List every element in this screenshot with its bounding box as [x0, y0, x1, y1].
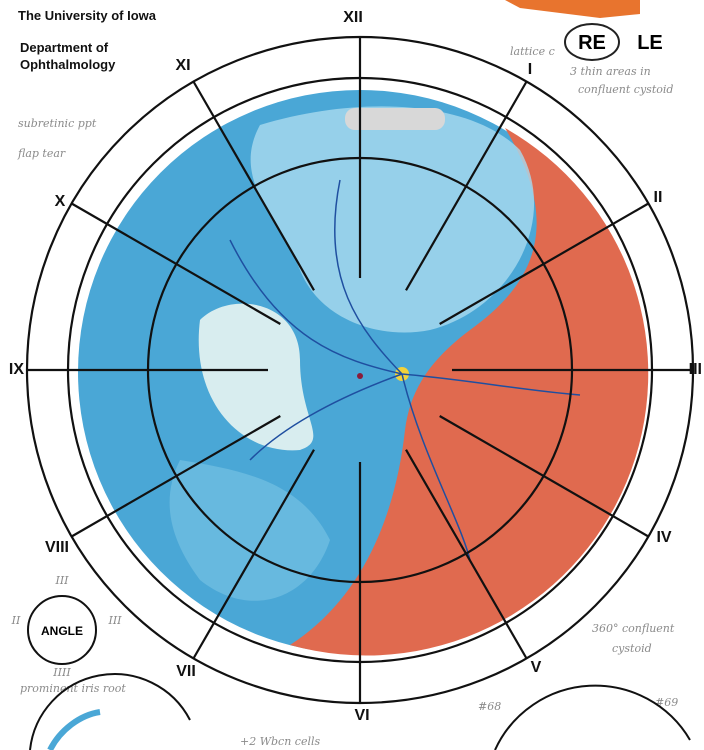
right-eye: RE — [578, 32, 606, 54]
note: prominent iris root — [20, 682, 126, 695]
lens-paint — [47, 709, 101, 750]
detachment — [290, 128, 649, 656]
clock-label: V — [531, 659, 542, 676]
lens-circle — [494, 684, 691, 750]
angle-mark: IIII — [52, 666, 71, 679]
clock-spoke — [405, 449, 528, 659]
note: confluent cystoid — [578, 83, 673, 96]
macula — [357, 373, 363, 379]
lens-circle — [29, 673, 191, 750]
note: 3 thin areas in — [570, 65, 651, 78]
note: subretinic ppt — [18, 117, 97, 130]
clock-label: VIII — [45, 539, 69, 556]
university: The University of Iowa — [18, 8, 157, 23]
clock-label: VI — [354, 707, 369, 724]
clock-label: IV — [656, 529, 671, 546]
angle-mark: III — [107, 614, 122, 627]
clock-label: II — [654, 189, 663, 206]
angle-label: ANGLE — [41, 624, 83, 638]
pale-area — [169, 460, 330, 601]
rings — [25, 35, 695, 705]
clock-spoke — [439, 415, 649, 538]
angle-mark: III — [54, 574, 69, 587]
fundus-painting — [78, 90, 649, 656]
clock-label: XI — [175, 57, 190, 74]
clock-label: XII — [343, 9, 363, 26]
note: lattice c — [510, 45, 555, 58]
clock-label: VII — [176, 663, 196, 680]
clock-spoke — [71, 415, 281, 538]
department: Department of — [20, 40, 109, 55]
clock-spoke — [71, 202, 281, 325]
department: Ophthalmology — [20, 57, 116, 72]
clock-label: III — [689, 361, 702, 378]
clock-spoke — [405, 81, 528, 291]
note: flap tear — [17, 147, 66, 160]
left-eye: LE — [637, 32, 663, 54]
note: #69 — [655, 696, 678, 709]
angle-mark: II — [11, 614, 21, 627]
pale-area — [198, 303, 314, 451]
clock-spoke — [192, 81, 315, 291]
pale-area — [250, 106, 535, 333]
lattice — [345, 108, 445, 130]
angle-circle — [27, 595, 97, 665]
note: 360° confluent — [592, 622, 675, 635]
note: +2 Wbcn cells — [240, 735, 321, 748]
vessels — [229, 179, 581, 561]
note: cystoid — [612, 642, 652, 655]
clock-label: I — [528, 61, 532, 78]
note: #68 — [478, 700, 501, 713]
clock-spoke — [439, 202, 649, 325]
eye-selected-circle — [564, 23, 620, 61]
orange-tab — [505, 0, 640, 18]
clock-label: IX — [9, 361, 24, 378]
clock-spoke — [192, 449, 315, 659]
clock-label: X — [55, 193, 66, 210]
